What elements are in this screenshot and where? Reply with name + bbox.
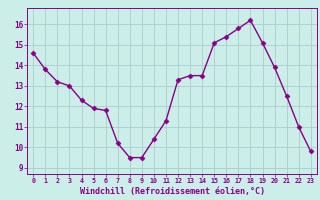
X-axis label: Windchill (Refroidissement éolien,°C): Windchill (Refroidissement éolien,°C) [79,187,265,196]
